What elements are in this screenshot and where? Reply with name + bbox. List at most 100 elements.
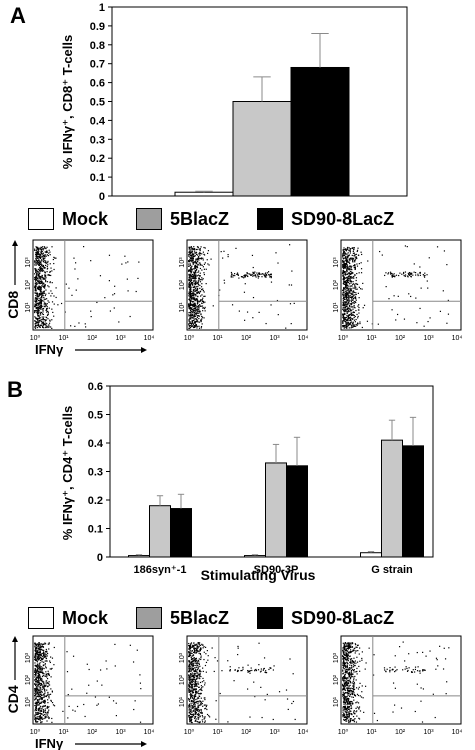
flow-dot [285,689,288,691]
flow-dot [344,284,347,287]
flow-dot [247,671,250,673]
flow-dot [37,667,39,669]
flow-dot [353,300,355,303]
flow-dot [392,275,394,277]
flow-dot [39,302,41,304]
flow-dot [197,646,200,648]
flow-dot [38,674,40,676]
flow-dot [268,274,270,276]
flow-dot [419,670,421,672]
flow-x-tick-label-b: 10⁴ [298,729,309,736]
flow-dot [38,323,40,325]
flow-dot [351,260,354,262]
flow-dot [344,266,346,268]
flow-dot [192,674,194,676]
flow-dot [47,699,49,701]
flow-dot [258,642,260,644]
flow-dot [191,273,194,276]
legend-label-5blacz: 5BlacZ [170,208,230,229]
flow-dot [42,649,44,651]
flow-dot [188,665,190,667]
flow-x-tick-label-a: 10⁴ [298,335,309,342]
flow-dot [417,666,419,668]
flow-dot [352,688,355,690]
flow-dot [358,304,360,306]
flow-dot [36,249,38,251]
flow-dot [422,273,424,276]
flow-dot [35,297,37,300]
flow-dot [194,266,196,268]
flow-dot [38,319,41,322]
flow-dot [35,275,37,277]
flow-dot [35,678,38,680]
flow-dot [227,256,229,258]
flow-dot [206,704,208,706]
flow-dot [44,685,47,687]
flow-dot [428,257,430,259]
flow-dot [194,717,196,720]
flow-dot [351,272,353,274]
flow-dot [189,302,192,304]
flow-dot [347,307,349,309]
flow-dot [346,709,348,712]
flow-dot [45,715,47,717]
flow-dot [391,309,393,311]
flow-dot [46,714,49,716]
flow-dot [35,647,37,649]
flow-dot [358,686,360,688]
flow-dot [347,255,349,257]
flow-dot [342,326,344,328]
flow-dot [192,322,194,325]
flow-dot [35,259,38,261]
flow-dot [352,281,354,283]
flow-dot [196,676,198,678]
flow-dot [34,657,36,659]
flow-dot [41,658,44,661]
flow-x-marker-label-b: IFNγ [35,736,64,750]
flow-dot [193,275,195,277]
flow-dot [34,300,36,302]
flow-dot [194,315,196,317]
flow-dot [39,659,41,662]
flow-dot [192,680,194,682]
flow-dot [202,300,205,302]
flow-dot [347,268,349,270]
flow-dot [45,309,48,311]
flow-dot [39,319,41,321]
flow-dot [290,323,292,325]
flow-dot [342,711,344,713]
flow-dot [192,268,194,270]
flow-dot [349,277,352,279]
flow-dot [345,266,348,268]
flow-dot [200,314,202,316]
flow-dot [194,262,196,264]
flow-dot [361,288,363,290]
flow-dot [41,297,43,299]
flow-dot [194,675,196,677]
flow-dot [39,650,41,653]
flow-dot [342,642,344,644]
flow-dot [348,291,350,294]
flow-dot [195,648,198,650]
flow-dot [350,281,353,283]
flow-dot [188,715,191,717]
flow-dot [35,292,37,294]
flow-dot [343,653,346,656]
flow-dot [200,321,202,323]
flow-dot [48,706,50,708]
flow-dot [346,268,348,270]
flow-dot [41,672,43,674]
flow-dot [342,252,345,254]
flow-dot [37,672,39,674]
flow-dot [188,691,190,693]
flow-dot [347,278,349,280]
flow-dot [347,646,349,648]
flow-dot [190,253,192,255]
flow-dot [40,685,42,687]
flow-dot [37,249,40,251]
flow-dot [391,275,393,277]
flow-dot [35,264,37,266]
flow-dot [189,310,192,312]
flow-dot [40,301,42,303]
flow-dot [51,327,53,330]
